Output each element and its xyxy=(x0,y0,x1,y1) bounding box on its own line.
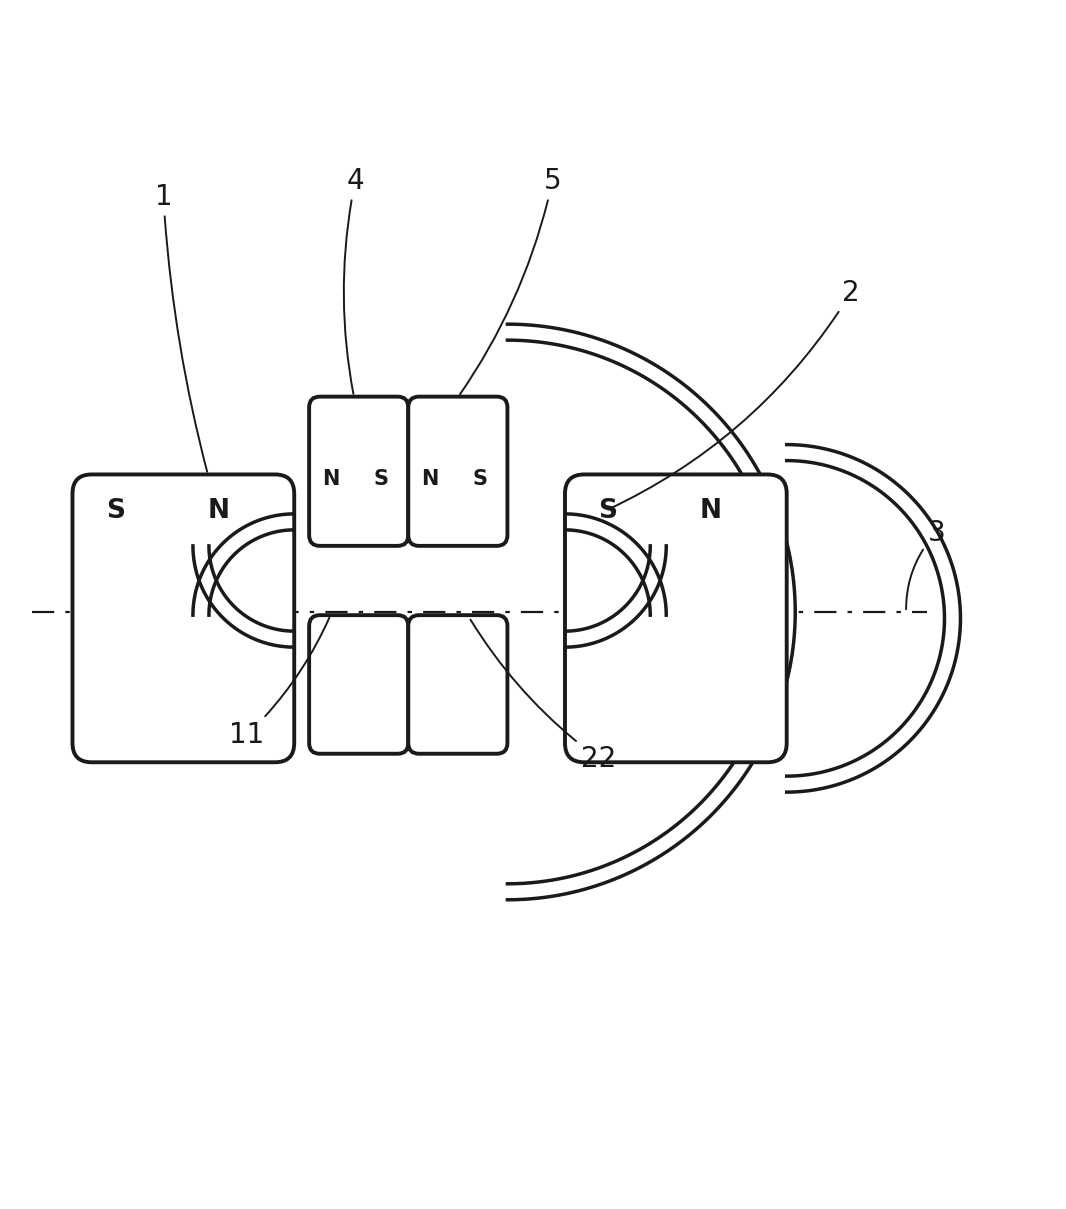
Text: 3: 3 xyxy=(906,519,946,609)
Text: N: N xyxy=(208,498,229,523)
FancyBboxPatch shape xyxy=(72,474,294,762)
Text: 11: 11 xyxy=(229,618,329,750)
Text: S: S xyxy=(106,498,125,523)
Text: 4: 4 xyxy=(343,167,365,394)
Text: 22: 22 xyxy=(470,620,616,773)
FancyBboxPatch shape xyxy=(408,615,507,753)
Text: S: S xyxy=(472,469,487,488)
FancyBboxPatch shape xyxy=(309,615,408,753)
FancyBboxPatch shape xyxy=(309,397,408,546)
Text: S: S xyxy=(373,469,388,488)
Text: N: N xyxy=(421,469,438,488)
FancyBboxPatch shape xyxy=(408,397,507,546)
FancyBboxPatch shape xyxy=(565,474,787,762)
Text: S: S xyxy=(598,498,617,523)
Text: 2: 2 xyxy=(608,279,860,509)
Text: N: N xyxy=(322,469,339,488)
Text: 1: 1 xyxy=(155,183,207,472)
Text: N: N xyxy=(700,498,722,523)
Text: 5: 5 xyxy=(459,167,562,394)
